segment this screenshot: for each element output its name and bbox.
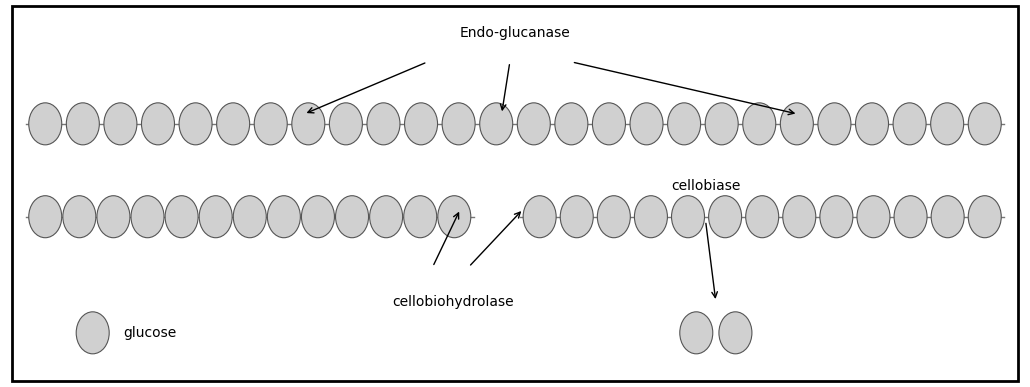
Ellipse shape: [233, 196, 267, 238]
Ellipse shape: [370, 196, 403, 238]
Ellipse shape: [746, 196, 779, 238]
Text: Endo-glucanase: Endo-glucanase: [459, 26, 571, 40]
Ellipse shape: [63, 196, 96, 238]
Ellipse shape: [856, 103, 889, 145]
Ellipse shape: [592, 103, 625, 145]
Ellipse shape: [199, 196, 232, 238]
Ellipse shape: [931, 196, 964, 238]
Ellipse shape: [709, 196, 742, 238]
Ellipse shape: [781, 103, 814, 145]
Ellipse shape: [367, 103, 400, 145]
Ellipse shape: [783, 196, 816, 238]
Ellipse shape: [97, 196, 130, 238]
Ellipse shape: [66, 103, 99, 145]
Ellipse shape: [405, 103, 438, 145]
Ellipse shape: [29, 196, 62, 238]
Ellipse shape: [818, 103, 851, 145]
Ellipse shape: [442, 103, 475, 145]
Ellipse shape: [968, 103, 1001, 145]
Ellipse shape: [706, 103, 739, 145]
Ellipse shape: [634, 196, 667, 238]
Ellipse shape: [680, 312, 713, 354]
Ellipse shape: [931, 103, 964, 145]
Ellipse shape: [555, 103, 588, 145]
Ellipse shape: [893, 103, 926, 145]
Ellipse shape: [404, 196, 437, 238]
Ellipse shape: [667, 103, 700, 145]
Ellipse shape: [104, 103, 137, 145]
Ellipse shape: [330, 103, 363, 145]
Ellipse shape: [141, 103, 174, 145]
Ellipse shape: [523, 196, 556, 238]
Ellipse shape: [254, 103, 287, 145]
Ellipse shape: [719, 312, 752, 354]
Text: glucose: glucose: [124, 326, 177, 340]
Ellipse shape: [165, 196, 198, 238]
Ellipse shape: [894, 196, 927, 238]
Ellipse shape: [743, 103, 776, 145]
Ellipse shape: [438, 196, 471, 238]
Ellipse shape: [268, 196, 301, 238]
Ellipse shape: [560, 196, 593, 238]
Ellipse shape: [480, 103, 513, 145]
Ellipse shape: [857, 196, 890, 238]
Ellipse shape: [29, 103, 62, 145]
Text: cellobiase: cellobiase: [671, 179, 741, 193]
Ellipse shape: [630, 103, 663, 145]
Ellipse shape: [672, 196, 705, 238]
Ellipse shape: [968, 196, 1001, 238]
Ellipse shape: [336, 196, 369, 238]
Ellipse shape: [597, 196, 630, 238]
Ellipse shape: [302, 196, 335, 238]
Ellipse shape: [820, 196, 853, 238]
Ellipse shape: [179, 103, 212, 145]
Ellipse shape: [291, 103, 324, 145]
Ellipse shape: [76, 312, 109, 354]
Ellipse shape: [517, 103, 550, 145]
Text: cellobiohydrolase: cellobiohydrolase: [392, 295, 514, 309]
Ellipse shape: [131, 196, 164, 238]
Ellipse shape: [216, 103, 249, 145]
